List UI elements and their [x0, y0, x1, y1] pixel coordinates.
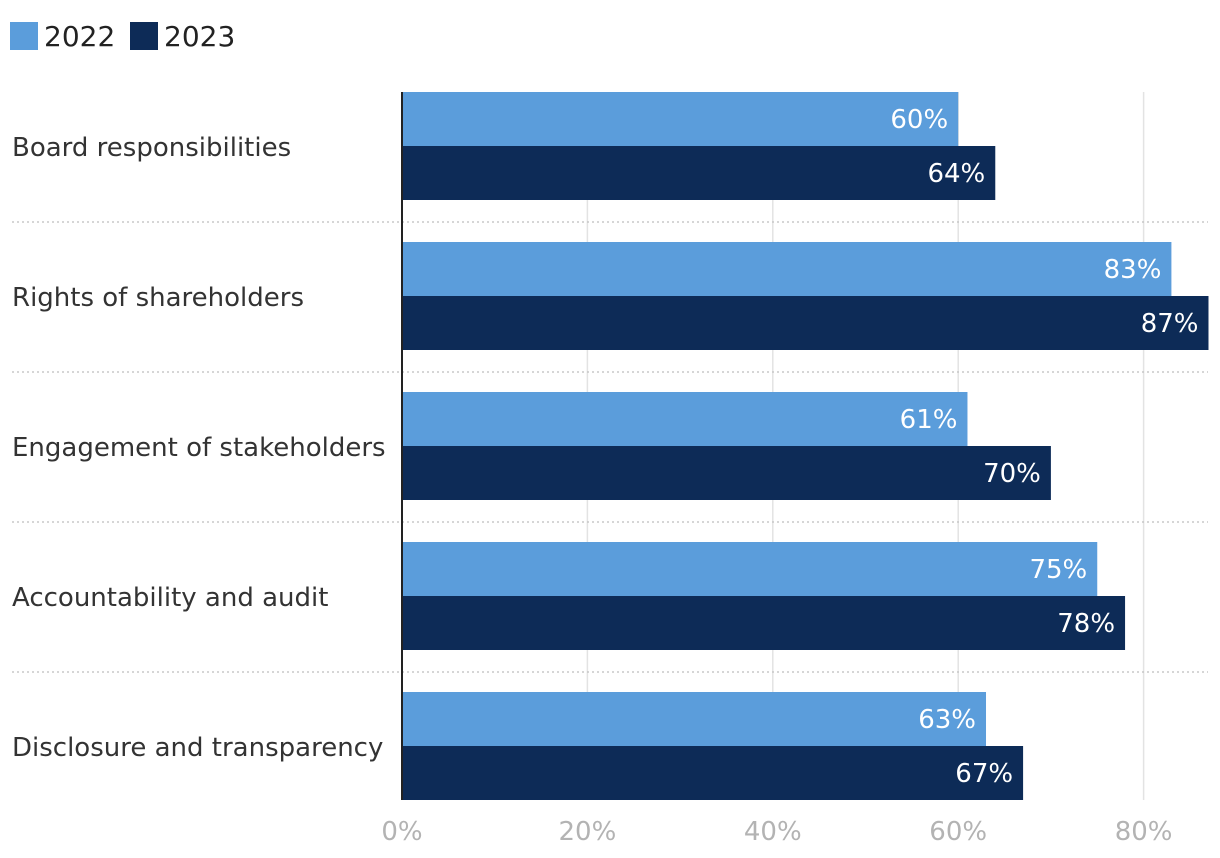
x-tick-label: 60%: [929, 817, 987, 847]
legend: 2022 2023: [10, 20, 235, 53]
bar-value-label: 64%: [927, 159, 985, 189]
bar-2022: [402, 542, 1098, 596]
bar-2022: [402, 92, 959, 146]
bar-value-label: 63%: [918, 705, 976, 735]
category-label: Disclosure and transparency: [12, 733, 383, 763]
x-tick-label: 0%: [381, 817, 422, 847]
category-label: Board responsibilities: [12, 133, 291, 163]
category-label: Rights of shareholders: [12, 283, 304, 313]
bar-2023: [402, 146, 996, 200]
legend-swatch-2022: [10, 22, 38, 50]
bar-value-label: 75%: [1029, 555, 1087, 585]
bar-2023: [402, 596, 1126, 650]
category-label: Engagement of stakeholders: [12, 433, 386, 463]
bar-value-label: 78%: [1057, 609, 1115, 639]
bar-2023: [402, 446, 1051, 500]
bar-value-label: 60%: [890, 105, 948, 135]
bar-2023: [402, 746, 1024, 800]
x-tick-label: 80%: [1115, 817, 1173, 847]
bar-labels: 60% 64% 83% 87% 61% 70% 75% 78% 63% 67%: [890, 105, 1198, 789]
legend-label: 2023: [164, 20, 235, 53]
legend-label: 2022: [44, 20, 115, 53]
bar-value-label: 83%: [1104, 255, 1162, 285]
bar-2023: [402, 296, 1209, 350]
category-labels: Board responsibilities Rights of sharehol…: [12, 133, 386, 763]
bar-value-label: 87%: [1141, 309, 1199, 339]
bar-2022: [402, 692, 987, 746]
bar-value-label: 61%: [900, 405, 958, 435]
category-label: Accountability and audit: [12, 583, 328, 613]
bar-value-label: 70%: [983, 459, 1041, 489]
bar-2022: [402, 392, 968, 446]
bar-value-label: 67%: [955, 759, 1013, 789]
legend-swatch-2023: [130, 22, 158, 50]
category-separators: [12, 221, 1208, 673]
bars: [402, 92, 1209, 800]
x-tick-label: 20%: [559, 817, 617, 847]
x-tick-label: 40%: [744, 817, 802, 847]
bar-2022: [402, 242, 1172, 296]
x-axis-ticks: 0% 20% 40% 60% 80%: [381, 817, 1172, 847]
